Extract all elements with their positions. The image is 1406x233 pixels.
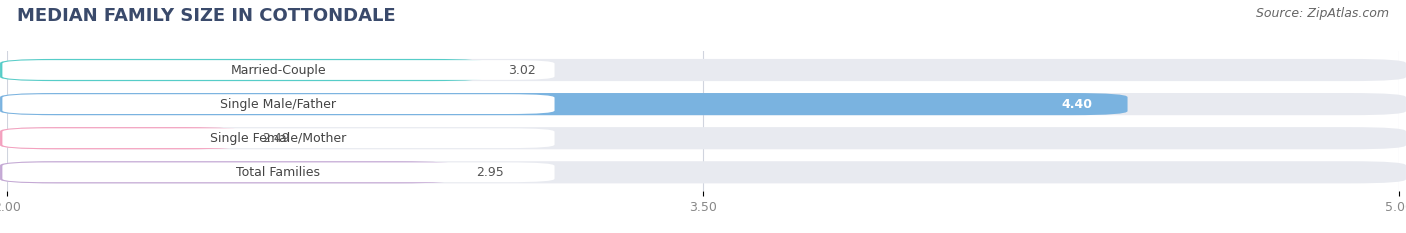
FancyBboxPatch shape (0, 161, 454, 183)
FancyBboxPatch shape (3, 128, 554, 148)
Text: Single Male/Father: Single Male/Father (221, 98, 336, 111)
Text: MEDIAN FAMILY SIZE IN COTTONDALE: MEDIAN FAMILY SIZE IN COTTONDALE (17, 7, 395, 25)
FancyBboxPatch shape (3, 162, 554, 182)
FancyBboxPatch shape (0, 59, 488, 81)
FancyBboxPatch shape (3, 60, 554, 80)
Text: 3.02: 3.02 (508, 64, 536, 76)
FancyBboxPatch shape (3, 94, 554, 114)
Text: Total Families: Total Families (236, 166, 321, 179)
FancyBboxPatch shape (0, 93, 1406, 115)
Text: 4.40: 4.40 (1062, 98, 1092, 111)
Text: 2.95: 2.95 (475, 166, 503, 179)
FancyBboxPatch shape (0, 59, 1406, 81)
FancyBboxPatch shape (0, 161, 1406, 183)
Text: Married-Couple: Married-Couple (231, 64, 326, 76)
FancyBboxPatch shape (0, 127, 1406, 149)
FancyBboxPatch shape (0, 93, 1128, 115)
FancyBboxPatch shape (0, 127, 242, 149)
Text: Source: ZipAtlas.com: Source: ZipAtlas.com (1256, 7, 1389, 20)
Text: Single Female/Mother: Single Female/Mother (211, 132, 347, 145)
Text: 2.49: 2.49 (263, 132, 290, 145)
